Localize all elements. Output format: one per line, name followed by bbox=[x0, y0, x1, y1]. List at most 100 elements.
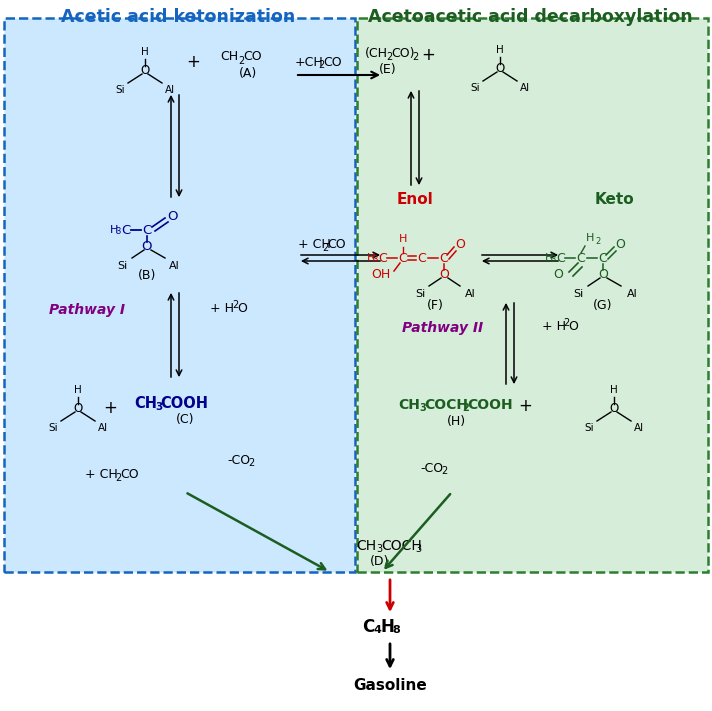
Text: (F): (F) bbox=[426, 299, 444, 311]
Text: H: H bbox=[74, 385, 82, 395]
Text: + H: + H bbox=[210, 301, 234, 314]
Text: CH: CH bbox=[356, 539, 376, 553]
Text: Al: Al bbox=[98, 423, 108, 433]
Bar bbox=[4, 18, 355, 572]
Text: C: C bbox=[378, 252, 387, 264]
Text: + H: + H bbox=[542, 319, 566, 333]
Text: (D): (D) bbox=[370, 555, 389, 569]
Text: C: C bbox=[362, 618, 375, 636]
Text: H: H bbox=[610, 385, 618, 395]
Text: -CO: -CO bbox=[420, 461, 443, 474]
Text: C: C bbox=[399, 252, 407, 264]
Text: CO): CO) bbox=[391, 46, 414, 60]
Text: CO: CO bbox=[120, 469, 139, 481]
Text: COCH: COCH bbox=[381, 539, 422, 553]
Text: H: H bbox=[586, 233, 595, 243]
Text: H: H bbox=[545, 253, 553, 263]
Text: CH: CH bbox=[134, 397, 157, 412]
Text: Pathway II: Pathway II bbox=[402, 321, 483, 335]
Text: H: H bbox=[367, 253, 375, 263]
Text: Si: Si bbox=[48, 423, 58, 433]
Text: C: C bbox=[142, 223, 152, 237]
Text: H: H bbox=[496, 45, 504, 55]
Text: OH: OH bbox=[371, 267, 390, 281]
Text: O: O bbox=[553, 269, 563, 282]
Text: Gasoline: Gasoline bbox=[353, 678, 427, 693]
Text: O: O bbox=[609, 402, 619, 415]
Text: Al: Al bbox=[465, 289, 476, 299]
Text: 3: 3 bbox=[415, 544, 421, 554]
Text: Acetic acid ketonization: Acetic acid ketonization bbox=[61, 8, 295, 26]
Text: 3: 3 bbox=[550, 255, 555, 264]
Text: CO: CO bbox=[323, 55, 342, 68]
Text: 2: 2 bbox=[232, 300, 239, 310]
Text: 3: 3 bbox=[376, 544, 382, 554]
Text: (G): (G) bbox=[593, 299, 613, 311]
Text: H: H bbox=[110, 225, 118, 235]
Text: + CH: + CH bbox=[298, 238, 331, 252]
Text: +CH: +CH bbox=[295, 55, 324, 68]
Text: Keto: Keto bbox=[595, 193, 634, 208]
Text: 2: 2 bbox=[563, 318, 570, 328]
Text: H: H bbox=[141, 47, 149, 57]
Text: (A): (A) bbox=[239, 67, 257, 80]
Text: Si: Si bbox=[572, 289, 583, 299]
Text: O: O bbox=[439, 267, 449, 281]
Text: O: O bbox=[455, 238, 465, 252]
Text: +: + bbox=[186, 53, 200, 71]
Text: Al: Al bbox=[169, 261, 179, 271]
Text: O: O bbox=[237, 301, 247, 314]
Text: 2: 2 bbox=[248, 458, 254, 468]
Text: 2: 2 bbox=[238, 56, 244, 66]
Text: (CH: (CH bbox=[365, 46, 388, 60]
Text: (E): (E) bbox=[379, 63, 397, 77]
Text: Al: Al bbox=[165, 85, 175, 95]
Text: C: C bbox=[599, 252, 607, 264]
Text: O: O bbox=[496, 61, 505, 75]
Text: O: O bbox=[598, 267, 608, 281]
Text: O: O bbox=[568, 319, 578, 333]
Text: O: O bbox=[140, 63, 150, 77]
Text: 4: 4 bbox=[374, 625, 382, 635]
Text: Al: Al bbox=[627, 289, 638, 299]
Text: Si: Si bbox=[117, 261, 127, 271]
Text: C: C bbox=[439, 252, 449, 264]
Text: O: O bbox=[615, 238, 625, 252]
Text: COOH: COOH bbox=[467, 398, 513, 412]
Text: Pathway I: Pathway I bbox=[49, 303, 125, 317]
Text: Si: Si bbox=[585, 423, 594, 433]
Text: C: C bbox=[556, 252, 565, 264]
Text: Si: Si bbox=[415, 289, 425, 299]
Text: 3: 3 bbox=[115, 228, 120, 237]
Text: Al: Al bbox=[634, 423, 644, 433]
Text: -CO: -CO bbox=[227, 454, 250, 466]
Bar bbox=[357, 18, 708, 572]
Text: Al: Al bbox=[520, 83, 530, 93]
Text: 2: 2 bbox=[322, 243, 328, 253]
Text: 2: 2 bbox=[595, 237, 600, 246]
Text: 3: 3 bbox=[419, 403, 426, 413]
Text: CO: CO bbox=[327, 238, 345, 252]
Text: COCH: COCH bbox=[424, 398, 468, 412]
Text: H: H bbox=[380, 618, 394, 636]
Text: O: O bbox=[142, 240, 152, 252]
Text: +: + bbox=[421, 46, 435, 64]
Text: 3: 3 bbox=[372, 255, 377, 264]
Text: 2: 2 bbox=[441, 466, 447, 476]
Text: (C): (C) bbox=[176, 414, 194, 427]
Text: O: O bbox=[167, 210, 177, 223]
Text: CH: CH bbox=[220, 50, 238, 63]
Text: O: O bbox=[73, 402, 83, 415]
Text: 2: 2 bbox=[115, 473, 121, 483]
Text: Enol: Enol bbox=[397, 193, 434, 208]
Text: CO: CO bbox=[243, 50, 261, 63]
Text: CH: CH bbox=[398, 398, 420, 412]
Text: 2: 2 bbox=[412, 52, 418, 62]
Text: 2: 2 bbox=[462, 403, 468, 413]
Text: +: + bbox=[518, 397, 532, 415]
Text: 2: 2 bbox=[386, 52, 392, 62]
Text: Si: Si bbox=[115, 85, 125, 95]
Text: C: C bbox=[577, 252, 585, 264]
Text: (H): (H) bbox=[446, 415, 466, 427]
Text: +: + bbox=[103, 399, 117, 417]
